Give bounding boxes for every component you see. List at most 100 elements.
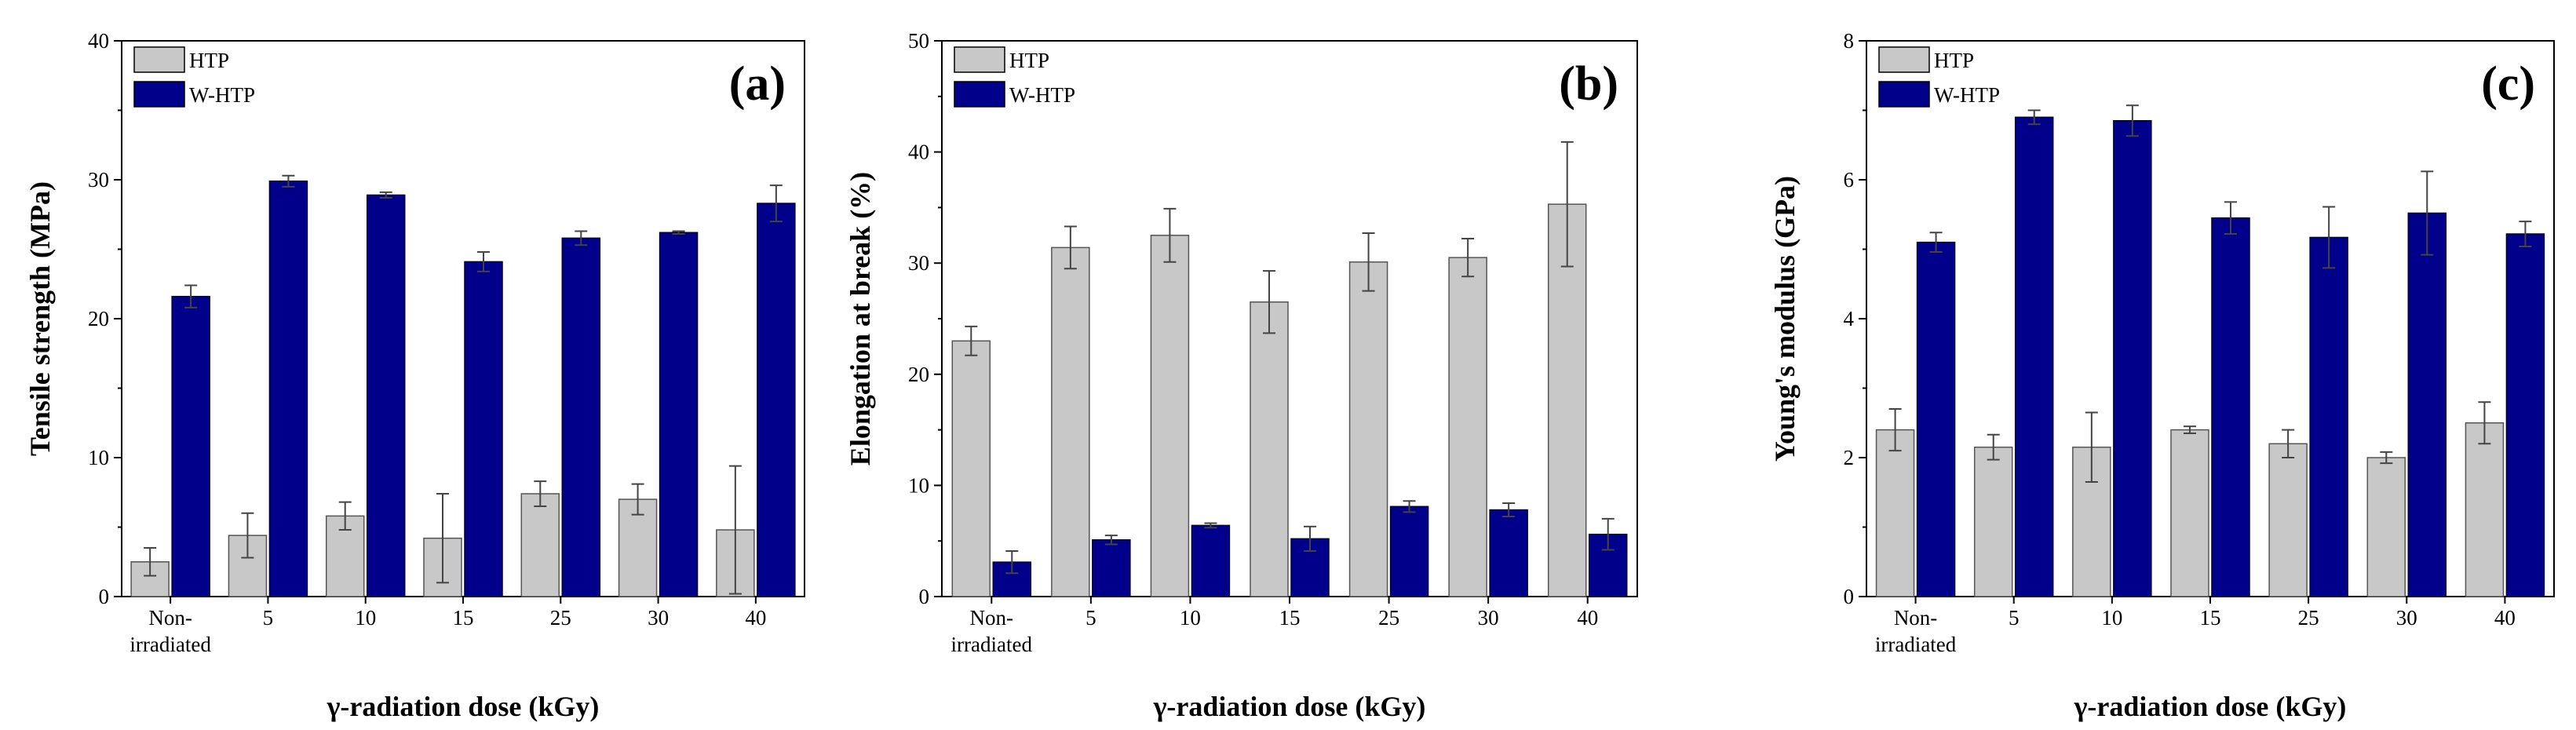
- x-axis-title: γ-radiation dose (kGy): [327, 691, 600, 722]
- y-tick-label: 6: [1844, 168, 1855, 192]
- legend-swatch-w-htp: [1878, 81, 1930, 108]
- bar-w-htp: [2014, 116, 2054, 597]
- bar-htp: [1250, 301, 1289, 597]
- bar-w-htp: [1489, 509, 1528, 597]
- x-tick-label: irradiated: [1875, 633, 1957, 656]
- x-tick-label: 10: [355, 606, 376, 630]
- bar-w-htp: [561, 237, 601, 597]
- x-axis-title: γ-radiation dose (kGy): [1153, 691, 1426, 722]
- y-tick-label: 50: [908, 29, 929, 53]
- x-tick-label: 30: [648, 606, 669, 630]
- x-tick-label: Non-: [970, 606, 1014, 630]
- bar-w-htp: [2211, 217, 2250, 597]
- bar-htp: [130, 561, 170, 597]
- bar-htp: [2366, 457, 2406, 597]
- y-tick-label: 2: [1844, 446, 1855, 469]
- y-tick-label: 10: [88, 446, 109, 469]
- y-tick-label: 8: [1844, 29, 1855, 53]
- x-tick-label: 15: [1279, 606, 1301, 630]
- bar-w-htp: [1916, 241, 1956, 597]
- bar-w-htp: [2407, 212, 2447, 597]
- panel-label: (b): [1559, 57, 1618, 111]
- x-tick-label: 40: [2494, 606, 2516, 630]
- x-tick-label: 25: [550, 606, 571, 630]
- y-tick-label: 40: [908, 141, 929, 164]
- y-tick-label: 4: [1844, 307, 1855, 330]
- x-tick-label: 30: [1478, 606, 1499, 630]
- x-tick-label: 5: [2009, 606, 2020, 630]
- chart-panel-2: 0 10 20 30 40 50 Non-irradiated 5 10 15 25 30 40 HTP W…: [845, 29, 1638, 722]
- bar-w-htp: [757, 203, 796, 597]
- bar-htp: [1348, 261, 1388, 597]
- x-axis-title: γ-radiation dose (kGy): [2074, 691, 2347, 722]
- x-tick-label: 25: [2298, 606, 2319, 630]
- bar-htp: [1051, 246, 1090, 597]
- x-tick-label: irradiated: [951, 633, 1033, 656]
- y-axis-title: Young's modulus (GPa): [1769, 176, 1801, 462]
- chart-panel-1: 0 10 20 30 40 Non-irradiated 5 10 15 25 30 40 HTP W-H…: [24, 29, 805, 722]
- x-tick-label: 5: [1085, 606, 1096, 630]
- x-tick-label: 40: [745, 606, 766, 630]
- y-tick-label: 0: [1844, 585, 1855, 608]
- bar-w-htp: [366, 194, 406, 597]
- bar-w-htp: [2309, 236, 2348, 597]
- y-tick-label: 20: [88, 307, 109, 330]
- bar-w-htp: [1191, 524, 1231, 597]
- legend-swatch-w-htp: [954, 81, 1005, 108]
- bar-w-htp: [464, 261, 503, 597]
- bar-htp: [951, 340, 991, 597]
- legend-swatch-w-htp: [133, 81, 185, 108]
- y-tick-label: 0: [919, 585, 930, 608]
- bar-w-htp: [1092, 539, 1131, 597]
- y-tick-label: 10: [908, 473, 929, 497]
- legend-label: HTP: [189, 49, 229, 72]
- bar-htp: [2170, 429, 2209, 597]
- x-tick-label: Non-: [148, 606, 192, 630]
- plot-frame: [941, 40, 1638, 597]
- legend-label: HTP: [1934, 49, 1974, 72]
- legend-swatch-htp: [1878, 46, 1930, 73]
- bar-htp: [2465, 422, 2505, 597]
- legend-label: HTP: [1009, 49, 1049, 72]
- bar-w-htp: [1389, 506, 1429, 597]
- bar-w-htp: [268, 181, 308, 597]
- x-tick-label: 15: [453, 606, 474, 630]
- x-tick-label: 10: [1180, 606, 1201, 630]
- bar-htp: [1448, 257, 1487, 597]
- legend-label: W-HTP: [1934, 83, 2000, 107]
- panel-label: (c): [2481, 57, 2535, 111]
- plot-frame: [1866, 40, 2555, 597]
- y-tick-label: 0: [99, 585, 110, 608]
- legend-label: W-HTP: [1009, 83, 1075, 107]
- x-tick-label: 40: [1577, 606, 1598, 630]
- y-axis-title: Tensile strength (MPa): [24, 181, 56, 456]
- bar-htp: [1547, 203, 1587, 597]
- legend-swatch-htp: [133, 46, 185, 73]
- legend-label: W-HTP: [189, 83, 255, 107]
- y-tick-label: 30: [908, 251, 929, 275]
- bar-w-htp: [2113, 120, 2152, 597]
- x-tick-label: 30: [2396, 606, 2417, 630]
- y-tick-label: 30: [88, 168, 109, 192]
- bar-htp: [1875, 429, 1915, 597]
- x-tick-label: 25: [1378, 606, 1399, 630]
- legend-swatch-htp: [954, 46, 1005, 73]
- bar-htp: [520, 493, 560, 597]
- bar-w-htp: [2505, 233, 2545, 597]
- y-tick-label: 40: [88, 29, 109, 53]
- x-tick-label: 5: [263, 606, 274, 630]
- x-tick-label: 15: [2200, 606, 2221, 630]
- x-tick-label: irradiated: [130, 633, 211, 656]
- bar-htp: [2268, 443, 2308, 597]
- panel-label: (a): [729, 57, 786, 111]
- x-tick-label: Non-: [1894, 606, 1938, 630]
- bar-w-htp: [659, 232, 699, 597]
- bar-htp: [1150, 235, 1190, 597]
- bar-htp: [1973, 446, 2013, 597]
- bar-w-htp: [171, 295, 210, 597]
- x-tick-label: 10: [2101, 606, 2122, 630]
- y-tick-label: 20: [908, 363, 929, 386]
- plot-frame: [121, 40, 805, 597]
- y-axis-title: Elongation at break (%): [845, 172, 876, 465]
